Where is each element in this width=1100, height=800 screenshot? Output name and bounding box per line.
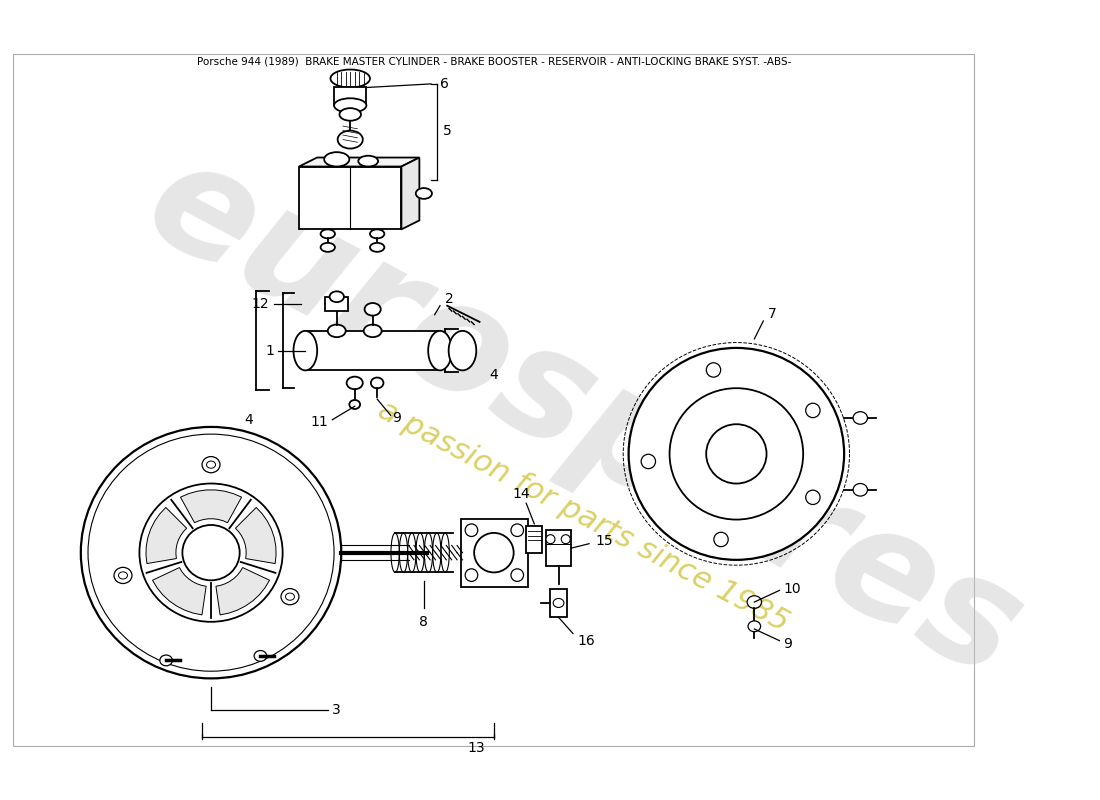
Ellipse shape xyxy=(334,98,366,113)
Polygon shape xyxy=(153,567,206,615)
Ellipse shape xyxy=(670,388,803,519)
Ellipse shape xyxy=(330,70,370,87)
Ellipse shape xyxy=(183,525,240,580)
Text: 9: 9 xyxy=(393,411,402,425)
Ellipse shape xyxy=(805,403,821,418)
Ellipse shape xyxy=(748,621,760,632)
Ellipse shape xyxy=(371,378,384,388)
Ellipse shape xyxy=(370,243,384,252)
Text: 13: 13 xyxy=(468,742,485,755)
Ellipse shape xyxy=(641,454,656,469)
Text: 4: 4 xyxy=(490,368,498,382)
Ellipse shape xyxy=(553,598,564,607)
Text: 16: 16 xyxy=(578,634,595,648)
Ellipse shape xyxy=(512,569,524,582)
Ellipse shape xyxy=(254,650,266,662)
Text: 6: 6 xyxy=(440,77,449,91)
Text: eurospares: eurospares xyxy=(122,126,1045,710)
Ellipse shape xyxy=(546,534,556,544)
Text: 10: 10 xyxy=(783,582,801,595)
Text: 3: 3 xyxy=(332,703,341,717)
Ellipse shape xyxy=(320,230,336,238)
Ellipse shape xyxy=(350,400,360,409)
Polygon shape xyxy=(235,507,276,563)
Ellipse shape xyxy=(359,156,378,166)
Text: 4: 4 xyxy=(244,413,253,426)
Polygon shape xyxy=(306,331,440,370)
Text: 11: 11 xyxy=(310,415,328,430)
Ellipse shape xyxy=(160,655,173,666)
Ellipse shape xyxy=(286,593,295,600)
Ellipse shape xyxy=(854,412,868,424)
Ellipse shape xyxy=(280,589,299,605)
Ellipse shape xyxy=(465,569,477,582)
Ellipse shape xyxy=(706,424,767,483)
Text: 7: 7 xyxy=(768,306,777,321)
Ellipse shape xyxy=(294,331,317,370)
Polygon shape xyxy=(146,507,187,563)
Ellipse shape xyxy=(202,457,220,473)
Bar xyxy=(326,297,349,311)
Ellipse shape xyxy=(340,108,361,121)
Ellipse shape xyxy=(364,325,382,337)
Text: 15: 15 xyxy=(595,534,613,548)
Text: 1: 1 xyxy=(265,344,274,358)
Ellipse shape xyxy=(328,325,345,337)
Ellipse shape xyxy=(140,483,283,622)
Polygon shape xyxy=(299,166,402,230)
Ellipse shape xyxy=(207,461,216,468)
Ellipse shape xyxy=(706,362,721,377)
Ellipse shape xyxy=(320,243,336,252)
Ellipse shape xyxy=(330,291,344,302)
Ellipse shape xyxy=(428,331,452,370)
Ellipse shape xyxy=(714,532,728,546)
Ellipse shape xyxy=(416,188,432,199)
Ellipse shape xyxy=(324,152,350,166)
Ellipse shape xyxy=(449,331,476,370)
Text: 5: 5 xyxy=(442,123,451,138)
Text: Porsche 944 (1989)  BRAKE MASTER CYLINDER - BRAKE BOOSTER - RESERVOIR - ANTI-LOC: Porsche 944 (1989) BRAKE MASTER CYLINDER… xyxy=(197,57,791,67)
Ellipse shape xyxy=(474,533,514,573)
Text: 12: 12 xyxy=(252,297,270,311)
Ellipse shape xyxy=(338,130,363,149)
Ellipse shape xyxy=(346,377,363,390)
Ellipse shape xyxy=(561,534,570,544)
Text: 14: 14 xyxy=(513,487,530,502)
Ellipse shape xyxy=(805,490,821,505)
Text: 9: 9 xyxy=(783,638,792,651)
Bar xyxy=(546,530,571,566)
Polygon shape xyxy=(402,158,419,230)
Ellipse shape xyxy=(114,567,132,583)
Polygon shape xyxy=(180,490,242,522)
Bar xyxy=(526,526,542,553)
Ellipse shape xyxy=(854,483,868,496)
Ellipse shape xyxy=(364,303,381,315)
Text: 8: 8 xyxy=(419,615,428,629)
Ellipse shape xyxy=(80,427,341,678)
Text: a passion for parts since 1985: a passion for parts since 1985 xyxy=(373,396,794,638)
Ellipse shape xyxy=(747,596,761,608)
Ellipse shape xyxy=(465,524,477,537)
Ellipse shape xyxy=(628,348,844,560)
Bar xyxy=(334,87,366,106)
Ellipse shape xyxy=(370,230,384,238)
Ellipse shape xyxy=(512,524,524,537)
Polygon shape xyxy=(216,567,270,615)
Bar xyxy=(461,519,528,586)
Polygon shape xyxy=(299,158,419,166)
Bar xyxy=(550,589,566,618)
Ellipse shape xyxy=(119,572,128,579)
Text: 2: 2 xyxy=(444,293,453,306)
